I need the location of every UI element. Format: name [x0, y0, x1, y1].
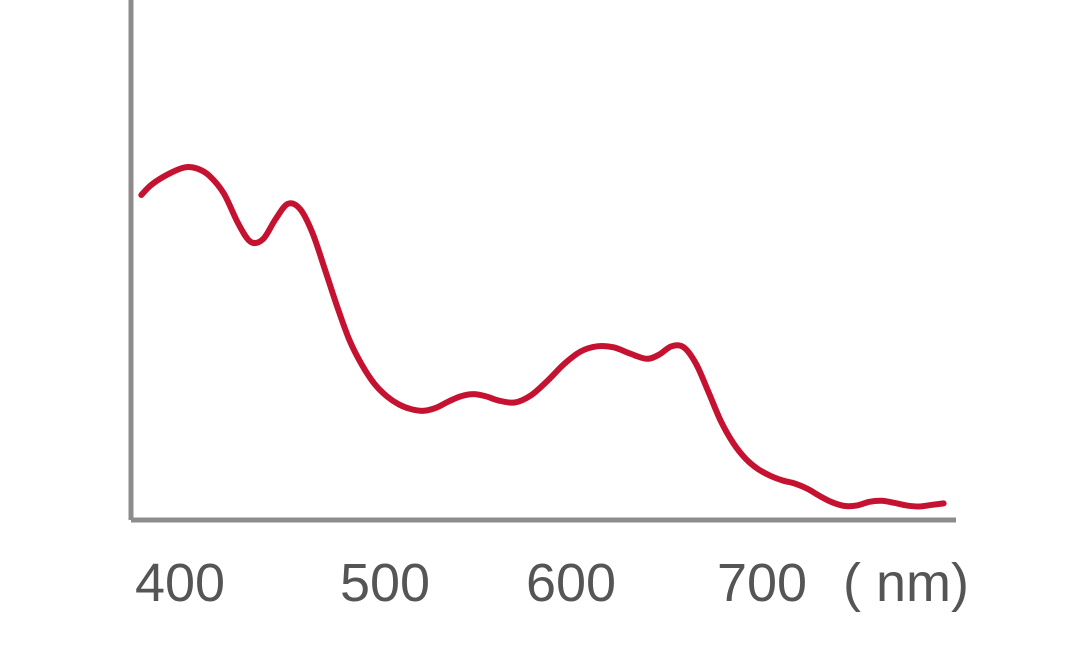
absorbance-spectrum-curve [138, 163, 947, 510]
x-axis-unit-label: ( nm) [843, 553, 969, 613]
x-tick-label-600: 600 [525, 553, 617, 613]
x-tick-label-500: 500 [339, 553, 431, 613]
x-tick-label-400: 400 [134, 553, 226, 613]
x-tick-label-700: 700 [716, 553, 808, 613]
